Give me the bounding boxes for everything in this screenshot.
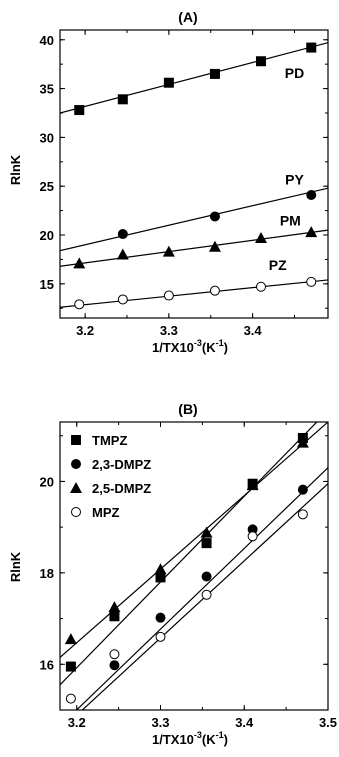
panel-b-x-label-unit: (K — [202, 732, 216, 747]
panel-a-x-tick-label: 3.3 — [160, 323, 178, 338]
panel-a-series-py-point — [118, 229, 128, 239]
panel-a-series-py-label: PY — [285, 171, 304, 187]
panel-a-series-pd-label: PD — [285, 65, 304, 81]
panel-b-y-tick-label: 18 — [40, 566, 54, 581]
panel-a-x-label-unit-sup: -1 — [216, 338, 224, 348]
panel-b-series-mpz-point — [202, 590, 211, 599]
panel-a-series-pz-point — [210, 286, 219, 295]
panel-b-legend-2-3-dmpz-marker — [71, 459, 81, 469]
panel-b-y-label: RlnK — [8, 551, 23, 582]
panel-a-y-label: RlnK — [8, 154, 23, 185]
panel-b-series-mpz-point — [66, 694, 75, 703]
panel-a-series-pz-label: PZ — [269, 257, 287, 273]
panel-a-series-pd-point — [256, 56, 266, 66]
panel-a-y-tick-label: 15 — [40, 277, 54, 292]
panel-a-y-tick-label: 20 — [40, 228, 54, 243]
panel-a-series-pz-point — [75, 300, 84, 309]
panel-b-series-tmpz-point — [66, 662, 76, 672]
panel-b-x-tick-label: 3.3 — [151, 715, 169, 730]
panel-b-x-tick-label: 3.2 — [68, 715, 86, 730]
panel-b-x-label-main: 1/TX10 — [152, 732, 194, 747]
panel-b-legend-mpz-marker — [72, 508, 81, 517]
panel-b-series-tmpz-point — [202, 538, 212, 548]
panel-a-series-pz-fit-line — [60, 280, 328, 307]
panel-a-x-label-close: ) — [224, 340, 228, 355]
panel-a-series-pd-point — [74, 105, 84, 115]
panel-b-legend-2-3-dmpz-text: 2,3-DMPZ — [92, 457, 151, 472]
panel-b-x-label-unit-sup: -1 — [216, 730, 224, 740]
panel-b-y-tick-label: 16 — [40, 657, 54, 672]
panel-a-y-tick-label: 30 — [40, 130, 54, 145]
panel-b-legend-tmpz-text: TMPZ — [92, 433, 127, 448]
panel-b-series-mpz-point — [156, 632, 165, 641]
panel-a-x-label-main: 1/TX10 — [152, 340, 194, 355]
panel-b-legend-mpz-text: MPZ — [92, 505, 120, 520]
panel-a-y-tick-label: 35 — [40, 82, 54, 97]
panel-b-series-2-3-dmpz-point — [156, 613, 166, 623]
panel-b-x-tick-label: 3.4 — [235, 715, 254, 730]
panel-b-series-tmpz-fit-line — [60, 411, 328, 685]
panel-a-title: (A) — [178, 9, 197, 25]
panel-b-series-2-3-dmpz-point — [109, 660, 119, 670]
panel-a-series-pd-point — [164, 78, 174, 88]
panel-a-series-pd-point — [118, 94, 128, 104]
panel-b-x-label-sup: -3 — [194, 730, 202, 740]
panel-b-x-tick-label: 3.5 — [319, 715, 337, 730]
panel-b-legend-2-5-dmpz-marker — [70, 482, 82, 493]
panel-a-series-py-point — [306, 190, 316, 200]
panel-a-series-pd-point — [210, 69, 220, 79]
panel-a-y-tick-label: 25 — [40, 179, 54, 194]
panel-a-x-label-unit: (K — [202, 340, 216, 355]
panel-b-legend-tmpz-marker — [71, 435, 81, 445]
panel-a-series-pz-point — [164, 291, 173, 300]
panel-b-series-2-3-dmpz-point — [298, 485, 308, 495]
panel-a-series-pm-label: PM — [280, 212, 301, 228]
panel-a-series-pm-point — [117, 249, 129, 260]
panel-a-y-tick-label: 40 — [40, 33, 54, 48]
panel-a-series-py-point — [210, 211, 220, 221]
panel-a-series-pz-point — [118, 295, 127, 304]
panel-a-series-pm-fit-line — [60, 230, 328, 266]
panel-a-x-tick-label: 3.2 — [76, 323, 94, 338]
panel-a-x-label: 1/TX10-3(K-1) — [152, 338, 228, 355]
panel-b-x-label: 1/TX10-3(K-1) — [152, 730, 228, 747]
panel-a-x-tick-label: 3.4 — [244, 323, 263, 338]
panel-a-series-pm-point — [255, 232, 267, 243]
panel-b-plot: 3.2 3.3 3.4 3.5 16 18 20 TMPZ 2,3-DMPZ 2,5-DMPZ MP… — [40, 411, 338, 731]
panel-b-y-tick-label: 20 — [40, 474, 54, 489]
panel-a: (A) 3.2 3.3 3.4 15 20 25 30 35 40 PD PY PM PZ RlnK 1… — [8, 9, 328, 355]
panel-b-series-2-3-dmpz-point — [202, 572, 212, 582]
panel-b-series-2-5-dmpz-point — [65, 633, 77, 644]
panel-b-series-mpz-point — [248, 532, 257, 541]
panel-a-series-pd-point — [306, 43, 316, 53]
panel-b-x-label-close: ) — [224, 732, 228, 747]
panel-b-series-mpz-point — [298, 510, 307, 519]
panel-a-x-label-sup: -3 — [194, 338, 202, 348]
panel-b-series-mpz-point — [110, 650, 119, 659]
panel-a-plot: 3.2 3.3 3.4 15 20 25 30 35 40 PD PY PM PZ — [40, 30, 328, 338]
panel-b-series-mpz-fit-line — [60, 484, 328, 731]
panel-a-series-pz-point — [307, 277, 316, 286]
panel-a-series-pz-point — [257, 282, 266, 291]
panel-b-title: (B) — [178, 401, 197, 417]
panel-b: (B) 3.2 3.3 3.4 3.5 16 18 20 TMPZ 2,3-DMPZ 2,5-DM… — [8, 401, 337, 747]
panel-b-legend-2-5-dmpz-text: 2,5-DMPZ — [92, 481, 151, 496]
